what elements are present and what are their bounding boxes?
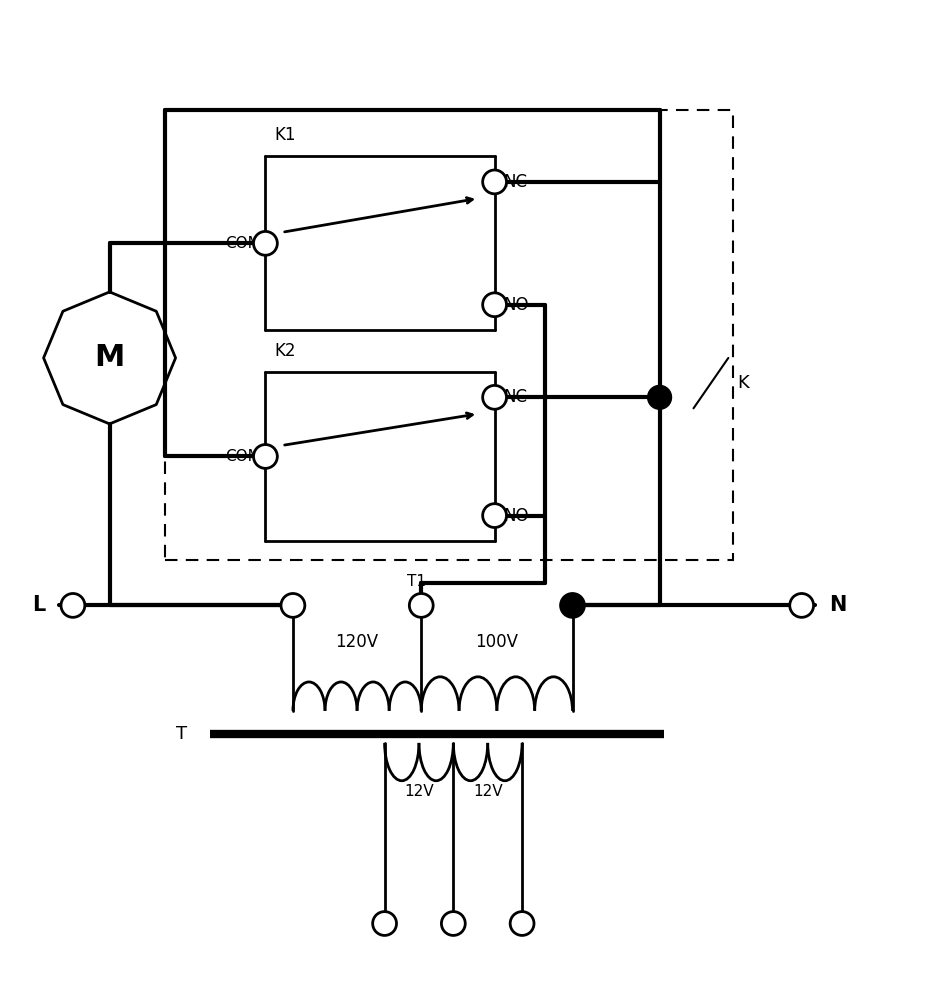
- Circle shape: [61, 593, 85, 617]
- Circle shape: [483, 170, 507, 194]
- Circle shape: [648, 385, 672, 409]
- Text: L: L: [32, 595, 45, 615]
- Circle shape: [483, 504, 507, 528]
- Text: COM: COM: [225, 236, 261, 251]
- Circle shape: [441, 912, 465, 935]
- Text: K1: K1: [275, 126, 296, 144]
- Circle shape: [561, 593, 585, 617]
- Text: NC: NC: [504, 173, 528, 191]
- Text: T1: T1: [407, 574, 426, 589]
- Circle shape: [281, 593, 305, 617]
- Circle shape: [511, 912, 534, 935]
- Circle shape: [483, 385, 507, 409]
- Circle shape: [561, 593, 585, 617]
- Text: NO: NO: [504, 507, 529, 525]
- Text: T: T: [177, 725, 188, 743]
- Text: COM: COM: [225, 449, 261, 464]
- Text: N: N: [829, 595, 846, 615]
- Text: NC: NC: [504, 388, 528, 406]
- Text: 120V: 120V: [336, 633, 378, 651]
- Text: M: M: [94, 343, 125, 372]
- Text: 12V: 12V: [473, 784, 502, 799]
- Circle shape: [790, 593, 814, 617]
- Circle shape: [410, 593, 433, 617]
- Circle shape: [483, 293, 507, 317]
- Text: K: K: [737, 374, 749, 392]
- Text: NO: NO: [504, 296, 529, 314]
- Circle shape: [253, 445, 278, 468]
- Circle shape: [253, 231, 278, 255]
- Text: 100V: 100V: [475, 633, 518, 651]
- Text: K2: K2: [275, 342, 296, 360]
- Circle shape: [373, 912, 397, 935]
- Text: 12V: 12V: [404, 784, 434, 799]
